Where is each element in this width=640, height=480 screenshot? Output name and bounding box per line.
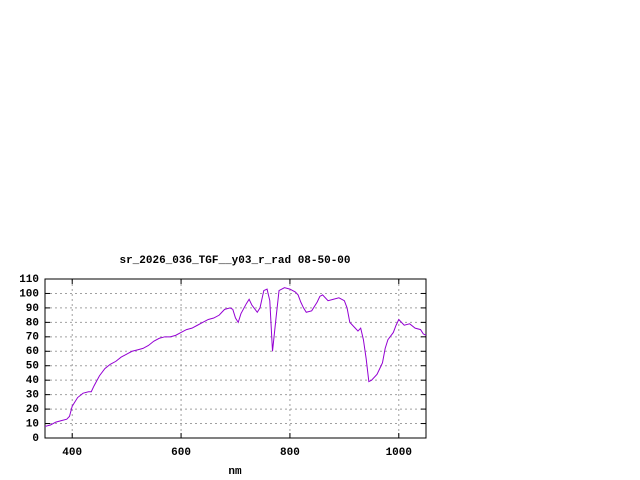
y-tick-label: 100	[19, 288, 39, 300]
x-axis-label: nm	[228, 466, 242, 478]
chart-title: sr_2026_036_TGF__y03_r_rad 08-50-00	[119, 255, 350, 267]
x-tick-label: 800	[280, 447, 300, 459]
y-tick-label: 10	[26, 418, 39, 430]
y-tick-label: 110	[19, 274, 39, 286]
y-tick-label: 30	[26, 390, 39, 402]
x-tick-label: 600	[171, 447, 191, 459]
y-tick-label: 40	[26, 375, 39, 387]
y-tick-label: 80	[26, 317, 39, 329]
y-tick-label: 90	[26, 303, 39, 315]
y-tick-label: 0	[32, 433, 39, 445]
y-tick-label: 60	[26, 346, 39, 358]
y-tick-label: 50	[26, 361, 39, 373]
x-tick-label: 400	[62, 447, 82, 459]
x-tick-label: 1000	[386, 447, 412, 459]
y-tick-label: 70	[26, 332, 39, 344]
data-line	[44, 287, 427, 427]
plot-border	[44, 278, 427, 439]
y-tick-label: 20	[26, 404, 39, 416]
